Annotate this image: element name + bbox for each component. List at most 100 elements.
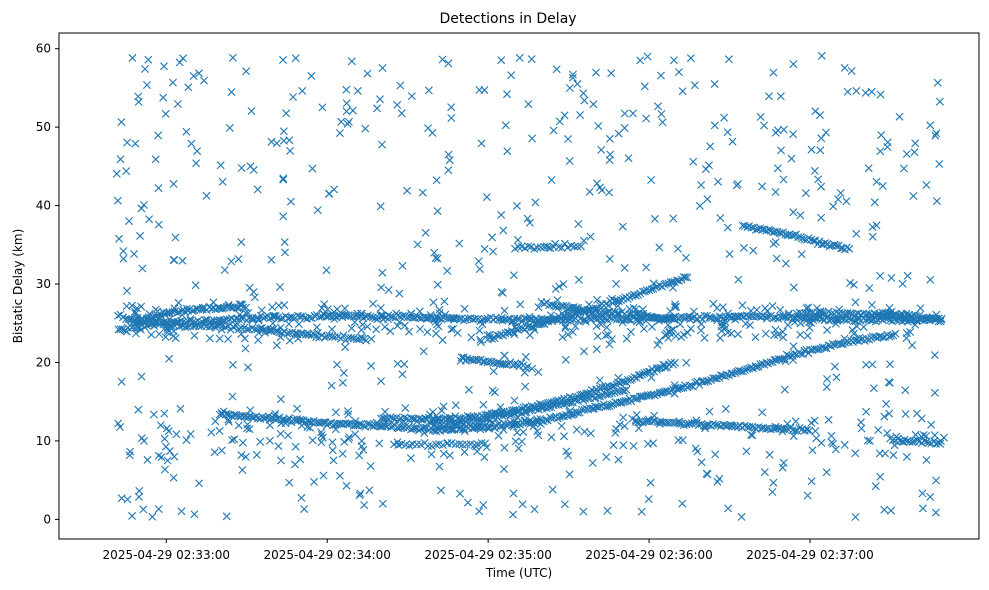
data-point (529, 422, 538, 431)
data-point (593, 332, 602, 341)
data-point (778, 427, 787, 436)
data-point (817, 134, 826, 143)
data-point (886, 360, 894, 369)
data-point (579, 507, 588, 516)
data-point (140, 436, 148, 445)
data-point (577, 242, 585, 251)
data-point (475, 265, 484, 274)
data-point (451, 440, 460, 449)
data-point (593, 295, 602, 304)
data-point (139, 505, 148, 514)
data-point (464, 385, 473, 394)
data-point (154, 220, 163, 229)
data-point (779, 125, 788, 134)
data-point (456, 489, 464, 498)
data-point (250, 293, 259, 302)
data-point (554, 302, 563, 311)
data-point (224, 300, 233, 309)
data-point (480, 86, 489, 95)
data-point (317, 428, 326, 437)
data-point (317, 418, 326, 427)
data-point (228, 436, 237, 445)
data-point (300, 505, 309, 514)
data-point (510, 417, 519, 426)
data-point (823, 326, 832, 335)
data-point (125, 217, 133, 226)
data-point (276, 395, 285, 404)
data-point (769, 68, 778, 77)
data-point (485, 331, 494, 339)
data-point (670, 315, 679, 324)
data-point (779, 175, 788, 184)
data-point (547, 433, 556, 442)
data-point (518, 500, 527, 509)
data-point (372, 325, 381, 334)
data-point (624, 397, 632, 405)
data-point (899, 437, 908, 446)
data-point (169, 473, 178, 482)
data-point (932, 129, 941, 138)
data-point (620, 422, 629, 431)
data-point (459, 316, 468, 325)
data-point (363, 322, 372, 331)
data-point (685, 312, 694, 321)
data-point (333, 305, 342, 314)
data-point (800, 235, 809, 244)
data-point (450, 421, 459, 430)
data-point (335, 129, 344, 138)
data-point (851, 298, 860, 307)
data-point (887, 506, 895, 515)
data-point (650, 411, 659, 420)
data-point (342, 85, 351, 94)
data-point (318, 433, 327, 442)
data-point (834, 339, 843, 348)
data-point (705, 313, 714, 322)
data-point (198, 303, 207, 312)
data-point (829, 202, 838, 211)
data-point (703, 195, 712, 204)
data-point (256, 437, 265, 446)
data-point (883, 429, 892, 438)
data-point (790, 231, 799, 240)
data-point (205, 334, 214, 343)
data-point (165, 315, 174, 324)
data-point (723, 223, 732, 232)
data-point (769, 239, 778, 248)
data-marks (112, 51, 948, 521)
data-point (186, 430, 195, 438)
data-point (407, 92, 416, 101)
data-point (580, 96, 589, 105)
data-point (565, 407, 574, 416)
data-point (363, 419, 372, 428)
data-point (324, 419, 333, 428)
data-point (428, 128, 437, 137)
data-point (161, 109, 170, 118)
data-point (241, 309, 250, 317)
data-point (714, 177, 722, 186)
data-point (151, 155, 160, 164)
data-point (829, 439, 837, 448)
data-point (527, 323, 535, 332)
data-point (854, 313, 863, 322)
data-point (202, 191, 211, 200)
data-point (666, 278, 675, 287)
data-point (898, 279, 907, 288)
plot-area (58, 32, 980, 540)
data-point (638, 418, 647, 427)
data-point (901, 386, 910, 395)
data-point (281, 416, 290, 425)
data-point (384, 311, 393, 320)
data-point (455, 239, 464, 248)
data-point (803, 331, 812, 340)
data-point (936, 439, 945, 448)
data-point (525, 312, 534, 321)
data-point (244, 413, 252, 422)
data-point (147, 330, 156, 339)
data-point (602, 453, 611, 461)
data-point (154, 319, 163, 327)
data-point (116, 325, 125, 334)
data-point (357, 333, 365, 342)
data-point (319, 471, 328, 480)
data-point (525, 331, 534, 340)
